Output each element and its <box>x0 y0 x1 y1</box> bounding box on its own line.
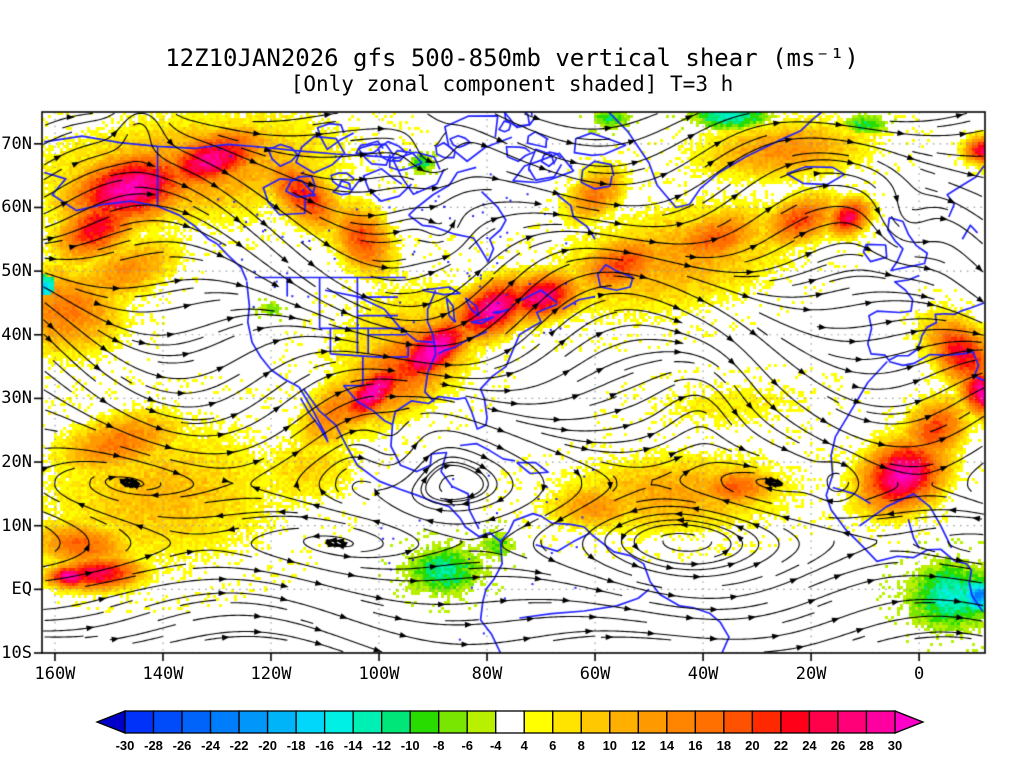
colorbar-segment <box>808 710 839 734</box>
colorbar-segment <box>438 710 468 734</box>
colorbar-tick-label: 20 <box>745 738 759 753</box>
colorbar-tick-label: 4 <box>521 738 529 753</box>
colorbar-tick-label: 26 <box>831 738 845 753</box>
colorbar-segment <box>152 710 183 734</box>
lon-tick-label: 60W <box>579 664 611 684</box>
lon-tick-label: 120W <box>250 664 292 684</box>
colorbar-segment <box>495 710 525 734</box>
colorbar-tick-label: -14 <box>344 738 364 753</box>
colorbar-tick-label: 10 <box>603 738 617 753</box>
colorbar-segment <box>295 710 326 734</box>
colorbar-tick-label: -28 <box>144 738 163 753</box>
colorbar-segment <box>666 710 697 734</box>
colorbar-tick-label: 22 <box>774 738 788 753</box>
colorbar-segment <box>865 710 896 734</box>
colorbar-segment <box>523 710 554 734</box>
colorbar-segment <box>238 710 269 734</box>
lat-tick-label: 50N <box>1 261 32 282</box>
colorbar-segment <box>723 710 754 734</box>
colorbar-tick-label: 6 <box>549 738 556 753</box>
lat-tick-label: 10S <box>1 643 32 663</box>
colorbar-segment <box>181 710 212 734</box>
lat-tick-label: 30N <box>1 388 32 409</box>
colorbar-tick-label: -26 <box>173 738 192 753</box>
colorbar-tick-label: -10 <box>401 738 420 753</box>
colorbar-segment <box>409 710 440 734</box>
colorbar-segment <box>552 710 582 734</box>
lon-tick-label: 160W <box>34 664 76 684</box>
lon-tick-label: 140W <box>142 664 184 684</box>
colorbar-segment <box>751 710 782 734</box>
colorbar-segment <box>323 710 354 734</box>
colorbar-segment <box>580 710 611 734</box>
colorbar-tick-label: -18 <box>287 738 306 753</box>
colorbar-tick-label: 16 <box>688 738 702 753</box>
colorbar-tick-label: 28 <box>859 738 873 753</box>
colorbar-tick-label: -30 <box>116 738 135 753</box>
title-block: 12Z10JAN2026 gfs 500-850mb vertical shea… <box>0 44 1024 97</box>
colorbar-segment <box>352 710 383 734</box>
colorbar-segment <box>609 710 639 734</box>
colorbar-tick-label: -16 <box>315 738 334 753</box>
colorbar-tick-label: 14 <box>660 738 675 753</box>
colorbar-segment <box>124 710 155 734</box>
lat-tick-label: EQ <box>11 579 32 600</box>
colorbar-tick-label: -22 <box>230 738 249 753</box>
colorbar-tick-label: -6 <box>461 738 473 753</box>
colorbar-tick-label: -20 <box>258 738 277 753</box>
lon-tick-label: 0 <box>913 664 925 684</box>
colorbar-arrow <box>95 710 126 734</box>
lon-tick-label: 100W <box>358 664 400 684</box>
colorbar-tick-label: 24 <box>802 738 817 753</box>
colorbar-segment <box>381 710 411 734</box>
colorbar-segment <box>209 710 240 734</box>
colorbar-tick-label: 12 <box>631 738 645 753</box>
colorbar-segment <box>780 710 811 734</box>
chart-title: 12Z10JAN2026 gfs 500-850mb vertical shea… <box>165 44 859 72</box>
colorbar-tick-label: -4 <box>490 738 502 753</box>
lat-tick-label: 70N <box>1 133 32 154</box>
lon-tick-label: 20W <box>795 664 827 684</box>
lat-tick-label: 60N <box>1 197 32 218</box>
lat-tick-label: 20N <box>1 452 32 473</box>
colorbar-tick-label: -12 <box>372 738 391 753</box>
colorbar-tick-label: 8 <box>578 738 585 753</box>
lon-tick-label: 80W <box>471 664 503 684</box>
colorbar-segment <box>837 710 868 734</box>
colorbar-tick-label: -8 <box>433 738 445 753</box>
colorbar-segment <box>694 710 725 734</box>
colorbar-tick-label: -24 <box>201 738 221 753</box>
colorbar-segment <box>466 710 497 734</box>
colorbar-segment <box>637 710 668 734</box>
colorbar: -30 -28 -26 -24 -22 -20 -18 -16 -14 -12 -10 -8 -6 -4 4… <box>95 710 925 753</box>
colorbar-tick-label: 30 <box>888 738 902 753</box>
lon-tick-label: 40W <box>687 664 719 684</box>
chart-subtitle: [Only zonal component shaded] T=3 h <box>290 72 734 97</box>
lat-tick-label: 40N <box>1 324 32 345</box>
lat-tick-label: 10N <box>1 515 32 536</box>
colorbar-arrow <box>894 710 925 734</box>
colorbar-segment <box>266 710 297 734</box>
colorbar-tick-label: 18 <box>717 738 731 753</box>
